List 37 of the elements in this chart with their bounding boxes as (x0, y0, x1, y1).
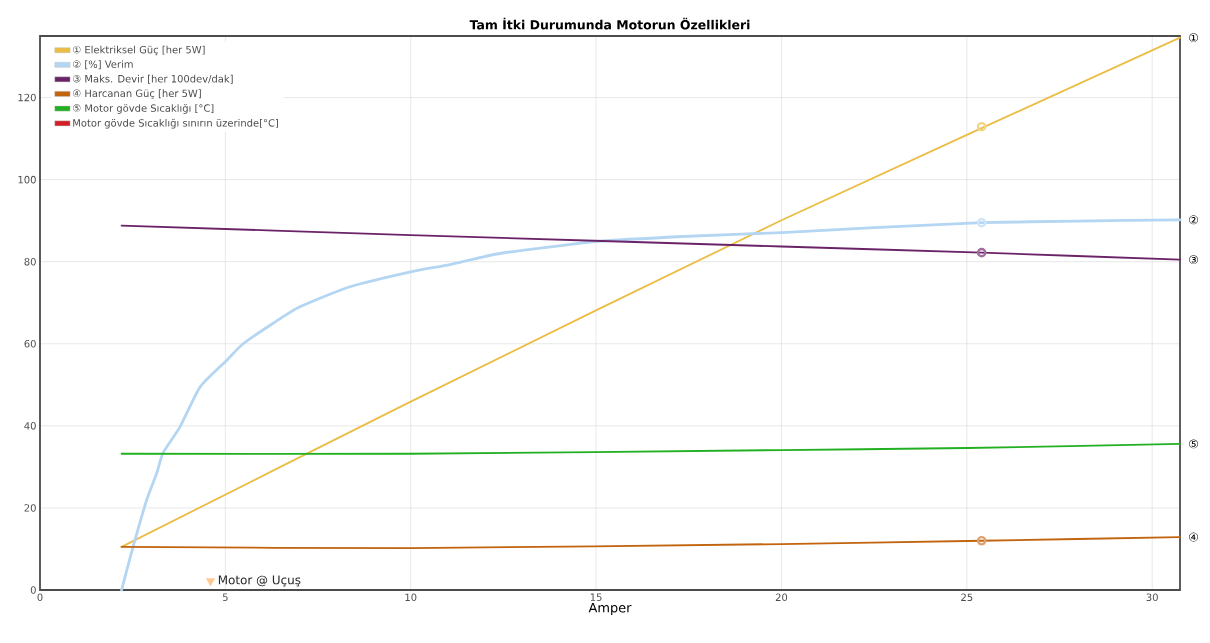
legend-label: ⑤ Motor gövde Sıcaklığı [°C] (73, 103, 214, 114)
y-tick-label: 120 (18, 93, 36, 102)
legend-label: ③ Maks. Devir [her 100dev/dak] (73, 74, 233, 84)
y-tick-label: 100 (18, 175, 36, 184)
chart-title: Tam İtki Durumunda Motorun Özellikleri (469, 17, 750, 30)
x-tick-label: 5 (222, 593, 228, 601)
x-axis-title: Amper (588, 602, 632, 616)
point (976, 121, 987, 132)
y-tick-label: 60 (24, 340, 36, 348)
legend-label: Motor gövde Sıcaklığı sınırın üzerinde[°C] (73, 118, 278, 129)
legend-label: ① Elektriksel Güç [her 5W] (73, 45, 205, 56)
line-series (120, 536, 1181, 550)
point (976, 247, 987, 258)
text: ③ (1189, 255, 1199, 265)
x-tick-label: 25 (961, 593, 973, 602)
line-series (120, 443, 1181, 455)
y-tick-label: 0 (30, 586, 36, 594)
legend-label: ② [%] Verim (73, 60, 133, 70)
text: ① (1189, 33, 1199, 43)
x-tick-label: 30 (1146, 593, 1158, 602)
y-tick-label: 20 (24, 504, 36, 512)
point (206, 578, 216, 587)
point (976, 217, 987, 228)
text: ④ (1189, 532, 1199, 542)
legend-label: ④ Harcanan Güç [her 5W] (73, 89, 201, 99)
text: ② (1189, 215, 1199, 225)
point (976, 535, 987, 546)
x-tick-label: 15 (590, 593, 602, 601)
text: ⑤ (1189, 439, 1199, 449)
x-tick-label: 0 (37, 593, 43, 602)
series-label: Motor @ Uçuş (218, 575, 301, 587)
y-tick-label: 40 (24, 422, 36, 430)
x-tick-label: 10 (405, 593, 417, 602)
y-tick-label: 80 (24, 257, 36, 266)
line-series (120, 218, 1182, 592)
line-series (120, 224, 1181, 261)
x-tick-label: 20 (775, 593, 788, 602)
